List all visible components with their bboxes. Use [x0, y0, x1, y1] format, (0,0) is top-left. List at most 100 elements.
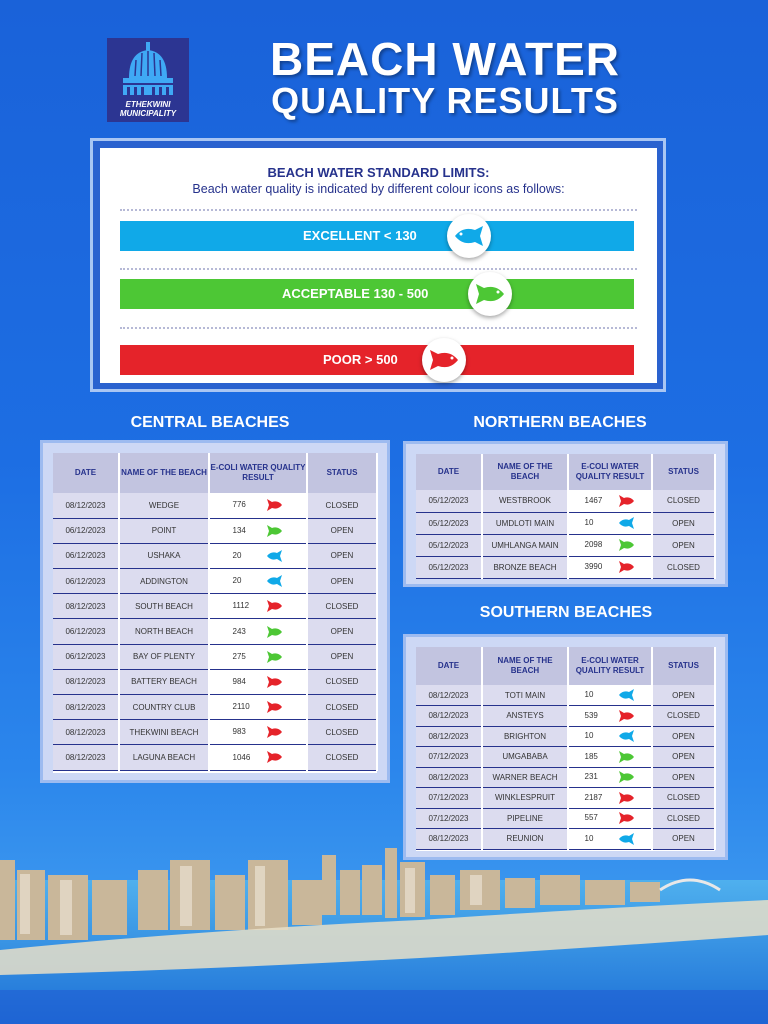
acceptable-fish-icon	[617, 539, 636, 551]
row-status: OPEN	[652, 746, 716, 768]
excellent-label: EXCELLENT < 130	[303, 228, 417, 243]
row-date: 08/12/2023	[416, 705, 483, 727]
row-date: 07/12/2023	[416, 787, 483, 809]
poor-fish-icon	[265, 751, 284, 764]
central-table: DATE NAME OF THE BEACH E-COLI WATER QUAL…	[53, 453, 378, 771]
row-status: OPEN	[652, 767, 716, 788]
row-date: 06/12/2023	[53, 543, 120, 570]
northern-beaches-panel: DATE NAME OF THE BEACH E-COLI WATER QUAL…	[403, 441, 728, 587]
row-date: 05/12/2023	[416, 490, 483, 513]
row-status: OPEN	[307, 518, 378, 544]
row-status: OPEN	[307, 618, 378, 645]
poor-fish-icon	[422, 338, 466, 382]
row-date: 06/12/2023	[53, 518, 120, 544]
table-row: 06/12/2023 BAY OF PLENTY 275 OPEN	[53, 644, 378, 670]
row-status: OPEN	[652, 512, 716, 535]
table-row: 05/12/2023 UMDLOTI MAIN 10 OPEN	[416, 512, 716, 535]
logo-name: ETHEKWINI	[125, 100, 171, 109]
header-ecoli: E-COLI WATER QUALITY RESULT	[568, 454, 653, 490]
table-row: 08/12/2023 COUNTRY CLUB 2110 CLOSED	[53, 694, 378, 721]
ecoli-value: 10	[584, 690, 594, 700]
standard-limits-panel: BEACH WATER STANDARD LIMITS: Beach water…	[90, 138, 666, 392]
acceptable-fish-icon	[265, 524, 284, 537]
poor-label: POOR > 500	[323, 352, 398, 367]
row-ecoli-result: 1046	[209, 744, 308, 771]
table-row: 08/12/2023 BATTERY BEACH 984 CLOSED	[53, 669, 378, 696]
row-ecoli-result: 1467	[568, 490, 653, 513]
ecoli-value: 134	[232, 525, 246, 535]
row-status: CLOSED	[307, 493, 378, 519]
row-status: CLOSED	[652, 556, 716, 579]
row-beach-name: POINT	[119, 518, 210, 544]
row-beach-name: ANSTEYS	[482, 705, 569, 727]
northern-beaches-title: NORTHERN BEACHES	[473, 414, 647, 431]
acceptable-bar: ACCEPTABLE 130 - 500	[120, 272, 634, 316]
table-row: 08/12/2023 WEDGE 776 CLOSED	[53, 493, 378, 519]
ecoli-value: 275	[232, 651, 246, 661]
row-date: 06/12/2023	[53, 568, 120, 595]
acceptable-fish-icon	[617, 771, 636, 784]
ecoli-value: 20	[232, 576, 242, 586]
row-ecoli-result: 1112	[209, 593, 308, 620]
excellent-fish-icon	[617, 832, 636, 845]
row-ecoli-result: 539	[568, 705, 653, 727]
ecoli-value: 1467	[584, 495, 603, 505]
row-date: 07/12/2023	[416, 808, 483, 829]
table-row: 08/12/2023 ANSTEYS 539 CLOSED	[416, 705, 716, 727]
row-date: 08/12/2023	[53, 694, 120, 721]
row-beach-name: WINKLESPRUIT	[482, 787, 569, 809]
row-status: OPEN	[652, 726, 716, 747]
city-hall-dome-icon	[123, 42, 173, 95]
row-beach-name: ADDINGTON	[119, 568, 210, 595]
row-ecoli-result: 10	[568, 685, 653, 706]
row-date: 08/12/2023	[53, 719, 120, 746]
row-beach-name: UMDLOTI MAIN	[482, 512, 569, 535]
row-beach-name: UMGABABA	[482, 746, 569, 768]
row-date: 08/12/2023	[416, 685, 483, 706]
row-date: 06/12/2023	[53, 618, 120, 645]
ecoli-value: 2098	[584, 540, 603, 550]
limits-title: BEACH WATER STANDARD LIMITS:	[267, 165, 490, 180]
row-date: 05/12/2023	[416, 512, 483, 535]
row-date: 08/12/2023	[416, 726, 483, 747]
row-status: OPEN	[307, 543, 378, 570]
row-ecoli-result: 243	[209, 618, 308, 645]
row-date: 08/12/2023	[53, 744, 120, 771]
table-row: 08/12/2023 LAGUNA BEACH 1046 CLOSED	[53, 744, 378, 771]
row-ecoli-result: 2098	[568, 534, 653, 557]
poor-fish-icon	[265, 701, 284, 714]
row-beach-name: USHAKA	[119, 543, 210, 570]
central-beaches-title: CENTRAL BEACHES	[130, 414, 290, 431]
row-beach-name: COUNTRY CLUB	[119, 694, 210, 721]
row-status: CLOSED	[652, 808, 716, 829]
row-beach-name: PIPELINE	[482, 808, 569, 829]
row-date: 08/12/2023	[53, 593, 120, 620]
row-beach-name: BRONZE BEACH	[482, 556, 569, 579]
table-row: 07/12/2023 WINKLESPRUIT 2187 CLOSED	[416, 787, 716, 809]
southern-beaches-title: SOUTHERN BEACHES	[479, 604, 653, 621]
table-row: 07/12/2023 UMGABABA 185 OPEN	[416, 746, 716, 768]
row-date: 06/12/2023	[53, 644, 120, 670]
divider	[120, 209, 637, 211]
ecoli-value: 185	[584, 751, 598, 761]
header-status: STATUS	[652, 454, 716, 490]
row-beach-name: UMHLANGA MAIN	[482, 534, 569, 557]
poor-fish-icon	[265, 726, 284, 739]
poor-fish-icon	[265, 499, 284, 512]
row-status: CLOSED	[652, 490, 716, 513]
ecoli-value: 231	[584, 772, 598, 782]
excellent-bar: EXCELLENT < 130	[120, 214, 634, 258]
page-title: BEACH WATER	[269, 33, 621, 85]
header-date: DATE	[416, 647, 483, 685]
row-beach-name: BAY OF PLENTY	[119, 644, 210, 670]
row-beach-name: WESTBROOK	[482, 490, 569, 513]
ecoli-value: 243	[232, 626, 246, 636]
row-date: 08/12/2023	[53, 493, 120, 519]
table-row: 08/12/2023 REUNION 10 OPEN	[416, 828, 716, 850]
ecoli-value: 20	[232, 551, 242, 561]
row-beach-name: TOTI MAIN	[482, 685, 569, 706]
table-row: 06/12/2023 NORTH BEACH 243 OPEN	[53, 618, 378, 645]
poor-fish-icon	[617, 561, 636, 573]
table-row: 08/12/2023 THEKWINI BEACH 983 CLOSED	[53, 719, 378, 746]
table-row: 05/12/2023 UMHLANGA MAIN 2098 OPEN	[416, 534, 716, 557]
